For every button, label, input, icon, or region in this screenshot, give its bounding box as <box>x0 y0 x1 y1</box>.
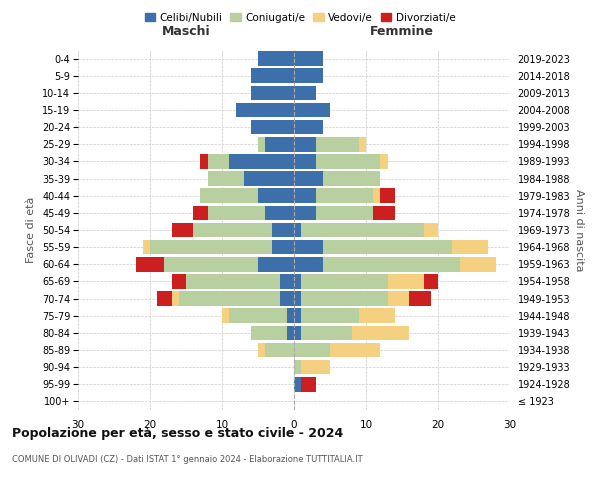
Bar <box>316 206 373 220</box>
Bar <box>251 120 294 134</box>
Bar <box>294 222 301 238</box>
Bar <box>294 120 323 134</box>
Bar <box>258 137 265 152</box>
Bar <box>287 326 294 340</box>
Text: Maschi: Maschi <box>161 25 211 38</box>
Bar <box>301 360 330 374</box>
Bar <box>409 292 431 306</box>
Bar <box>316 154 380 168</box>
Bar <box>272 240 294 254</box>
Bar <box>373 206 395 220</box>
Bar <box>294 102 330 118</box>
Bar <box>280 292 294 306</box>
Bar <box>193 206 208 220</box>
Bar <box>208 154 229 168</box>
Bar <box>280 274 294 288</box>
Bar <box>316 188 373 203</box>
Bar <box>323 172 380 186</box>
Bar <box>294 377 301 392</box>
Bar <box>186 274 280 288</box>
Bar <box>294 342 330 357</box>
Bar <box>294 86 316 100</box>
Bar <box>359 137 366 152</box>
Bar <box>258 342 265 357</box>
Bar <box>380 188 395 203</box>
Bar <box>424 222 438 238</box>
Bar <box>323 257 460 272</box>
Bar <box>294 137 316 152</box>
Bar <box>265 206 294 220</box>
Bar <box>236 102 294 118</box>
Text: Femmine: Femmine <box>370 25 434 38</box>
Bar <box>301 326 352 340</box>
Bar <box>460 257 496 272</box>
Bar <box>380 154 388 168</box>
Bar <box>330 342 380 357</box>
Bar <box>294 240 323 254</box>
Bar <box>179 292 280 306</box>
Bar <box>251 326 287 340</box>
Bar <box>294 257 323 272</box>
Bar <box>301 377 316 392</box>
Bar <box>316 137 359 152</box>
Bar <box>229 154 294 168</box>
Bar <box>200 154 208 168</box>
Bar <box>294 360 301 374</box>
Legend: Celibi/Nubili, Coniugati/e, Vedovi/e, Divorziati/e: Celibi/Nubili, Coniugati/e, Vedovi/e, Di… <box>145 12 455 22</box>
Bar <box>222 308 229 323</box>
Text: Popolazione per età, sesso e stato civile - 2024: Popolazione per età, sesso e stato civil… <box>12 428 343 440</box>
Bar <box>294 188 316 203</box>
Bar <box>258 257 294 272</box>
Bar <box>172 274 186 288</box>
Bar <box>424 274 438 288</box>
Bar <box>294 154 316 168</box>
Bar <box>294 274 301 288</box>
Bar <box>294 308 301 323</box>
Bar <box>388 274 424 288</box>
Bar <box>265 342 294 357</box>
Bar <box>301 274 388 288</box>
Bar <box>258 52 294 66</box>
Text: COMUNE DI OLIVADI (CZ) - Dati ISTAT 1° gennaio 2024 - Elaborazione TUTTITALIA.IT: COMUNE DI OLIVADI (CZ) - Dati ISTAT 1° g… <box>12 455 362 464</box>
Bar <box>294 52 323 66</box>
Bar <box>193 222 272 238</box>
Bar <box>373 188 380 203</box>
Y-axis label: Anni di nascita: Anni di nascita <box>574 188 584 271</box>
Bar <box>294 326 301 340</box>
Bar <box>352 326 409 340</box>
Bar <box>287 308 294 323</box>
Bar <box>208 206 265 220</box>
Bar <box>388 292 409 306</box>
Bar <box>301 308 359 323</box>
Bar <box>265 137 294 152</box>
Bar <box>251 86 294 100</box>
Bar <box>244 172 294 186</box>
Bar <box>229 308 287 323</box>
Bar <box>164 257 258 272</box>
Bar <box>294 68 323 83</box>
Bar <box>301 292 388 306</box>
Bar <box>157 292 172 306</box>
Bar <box>323 240 452 254</box>
Bar <box>272 222 294 238</box>
Bar <box>143 240 150 254</box>
Bar <box>200 188 258 203</box>
Y-axis label: Fasce di età: Fasce di età <box>26 197 37 263</box>
Bar <box>294 206 316 220</box>
Bar <box>301 222 424 238</box>
Bar <box>208 172 244 186</box>
Bar <box>294 292 301 306</box>
Bar <box>452 240 488 254</box>
Bar <box>359 308 395 323</box>
Bar <box>150 240 272 254</box>
Bar <box>251 68 294 83</box>
Bar <box>258 188 294 203</box>
Bar <box>172 222 193 238</box>
Bar <box>294 172 323 186</box>
Bar <box>136 257 164 272</box>
Bar <box>172 292 179 306</box>
